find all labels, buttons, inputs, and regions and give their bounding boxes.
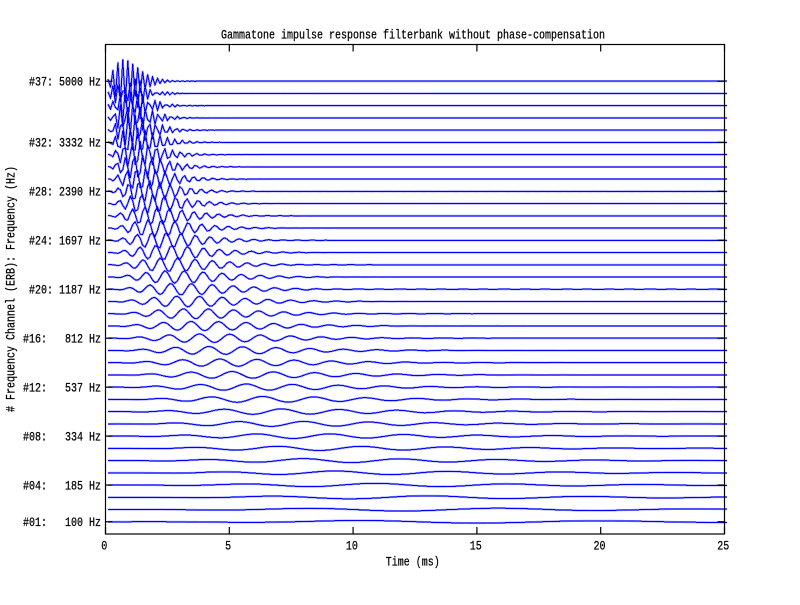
svg-text:25: 25 bbox=[717, 539, 729, 554]
svg-text:0: 0 bbox=[101, 539, 107, 554]
svg-text:5: 5 bbox=[225, 539, 231, 554]
svg-text:# Frequency Channel (ERB): Fre: # Frequency Channel (ERB): Frequency (Hz… bbox=[4, 166, 19, 412]
svg-text:#12: 537 Hz: #12: 537 Hz bbox=[23, 380, 101, 395]
svg-text:#01: 100 Hz: #01: 100 Hz bbox=[23, 515, 101, 530]
svg-text:10: 10 bbox=[346, 539, 358, 554]
svg-text:Gammatone impulse response fil: Gammatone impulse response filterbank wi… bbox=[221, 28, 605, 43]
svg-text:#20: 1187 Hz: #20: 1187 Hz bbox=[29, 282, 101, 297]
svg-text:#32: 3332 Hz: #32: 3332 Hz bbox=[29, 136, 101, 151]
svg-text:#16: 812 Hz: #16: 812 Hz bbox=[23, 331, 101, 346]
svg-text:15: 15 bbox=[470, 539, 482, 554]
svg-text:#08: 334 Hz: #08: 334 Hz bbox=[23, 429, 101, 444]
svg-text:#24: 1697 Hz: #24: 1697 Hz bbox=[29, 234, 101, 249]
svg-text:20: 20 bbox=[594, 539, 606, 554]
svg-text:#04: 185 Hz: #04: 185 Hz bbox=[23, 478, 101, 493]
svg-text:Time (ms): Time (ms) bbox=[386, 555, 440, 570]
svg-text:#28: 2390 Hz: #28: 2390 Hz bbox=[29, 185, 101, 200]
svg-text:#37: 5000 Hz: #37: 5000 Hz bbox=[29, 74, 101, 89]
